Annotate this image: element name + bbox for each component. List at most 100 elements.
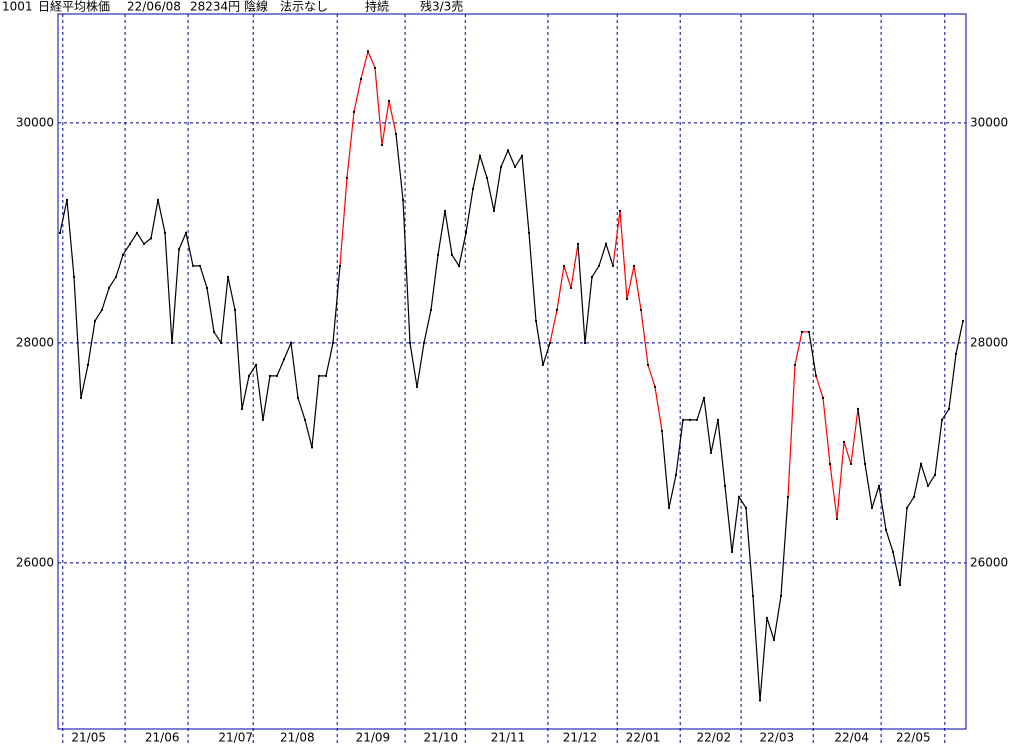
price-point — [871, 506, 873, 509]
price-point — [220, 341, 222, 344]
y-tick-label-right: 26000 — [970, 555, 1008, 569]
price-point — [710, 451, 712, 454]
price-point — [556, 308, 558, 311]
price-point — [465, 231, 467, 234]
price-point — [542, 363, 544, 366]
y-tick-label: 30000 — [16, 115, 54, 129]
price-point — [458, 264, 460, 267]
price-point — [444, 209, 446, 212]
price-point — [570, 286, 572, 289]
price-point — [87, 363, 89, 366]
price-point — [815, 374, 817, 377]
price-point — [724, 484, 726, 487]
price-point — [857, 407, 859, 410]
price-point — [738, 495, 740, 498]
price-point — [311, 446, 313, 449]
price-point — [388, 99, 390, 102]
price-point — [185, 231, 187, 234]
price-point — [416, 385, 418, 388]
price-point — [584, 341, 586, 344]
price-point — [605, 242, 607, 245]
price-point — [717, 418, 719, 421]
x-tick-label: 21/05 — [71, 731, 106, 745]
price-point — [108, 286, 110, 289]
price-point — [913, 495, 915, 498]
price-point — [892, 550, 894, 553]
x-tick-label: 21/11 — [491, 731, 526, 745]
y-tick-label: 26000 — [16, 555, 54, 569]
price-point — [759, 699, 761, 702]
price-point — [822, 396, 824, 399]
price-point — [213, 330, 215, 333]
price-point — [318, 374, 320, 377]
price-point — [654, 385, 656, 388]
price-point — [227, 275, 229, 278]
price-point — [479, 154, 481, 157]
price-point — [955, 352, 957, 355]
price-point — [598, 264, 600, 267]
price-line — [612, 210, 663, 431]
price-point — [927, 484, 929, 487]
price-point — [136, 231, 138, 234]
price-point — [80, 396, 82, 399]
price-point — [164, 231, 166, 234]
price-point — [780, 594, 782, 597]
price-point — [367, 50, 369, 53]
price-point — [752, 594, 754, 597]
price-point — [675, 473, 677, 476]
price-point — [248, 374, 250, 377]
price-point — [430, 308, 432, 311]
x-tick-label: 22/05 — [896, 731, 931, 745]
x-tick-label: 22/03 — [760, 731, 795, 745]
price-point — [668, 506, 670, 509]
x-tick-label: 22/04 — [834, 731, 869, 745]
x-tick-label: 21/12 — [563, 731, 598, 745]
price-point — [339, 264, 341, 267]
price-point — [409, 341, 411, 344]
price-point — [703, 396, 705, 399]
x-tick-label: 21/09 — [356, 731, 391, 745]
y-tick-label: 28000 — [16, 335, 54, 349]
price-point — [591, 275, 593, 278]
price-point — [402, 198, 404, 201]
header-text: 持続 — [365, 0, 389, 14]
price-point — [500, 165, 502, 168]
price-point — [885, 528, 887, 531]
x-tick-label: 21/08 — [280, 731, 315, 745]
price-point — [143, 242, 145, 245]
price-point — [332, 341, 334, 344]
price-point — [115, 275, 117, 278]
price-point — [178, 248, 180, 251]
header-text: 陰線 — [244, 0, 268, 14]
price-point — [773, 638, 775, 641]
price-point — [507, 149, 509, 152]
y-tick-label-right: 28000 — [970, 335, 1008, 349]
price-point — [549, 341, 551, 344]
price-point — [269, 374, 271, 377]
price-point — [290, 341, 292, 344]
price-point — [801, 330, 803, 333]
price-point — [192, 264, 194, 267]
x-tick-label: 22/02 — [697, 731, 732, 745]
header-text: 28234円 — [190, 0, 240, 14]
price-point — [451, 253, 453, 256]
price-point — [199, 264, 201, 267]
price-point — [808, 330, 810, 333]
price-line — [577, 241, 614, 343]
price-point — [297, 396, 299, 399]
price-point — [647, 363, 649, 366]
price-point — [150, 237, 152, 240]
price-point — [682, 418, 684, 421]
price-point — [276, 374, 278, 377]
price-point — [234, 308, 236, 311]
price-point — [304, 418, 306, 421]
price-line — [857, 320, 964, 586]
price-point — [325, 374, 327, 377]
price-point — [206, 286, 208, 289]
price-point — [528, 231, 530, 234]
y-tick-label-right: 30000 — [970, 115, 1008, 129]
price-point — [241, 407, 243, 410]
price-point — [94, 319, 96, 322]
